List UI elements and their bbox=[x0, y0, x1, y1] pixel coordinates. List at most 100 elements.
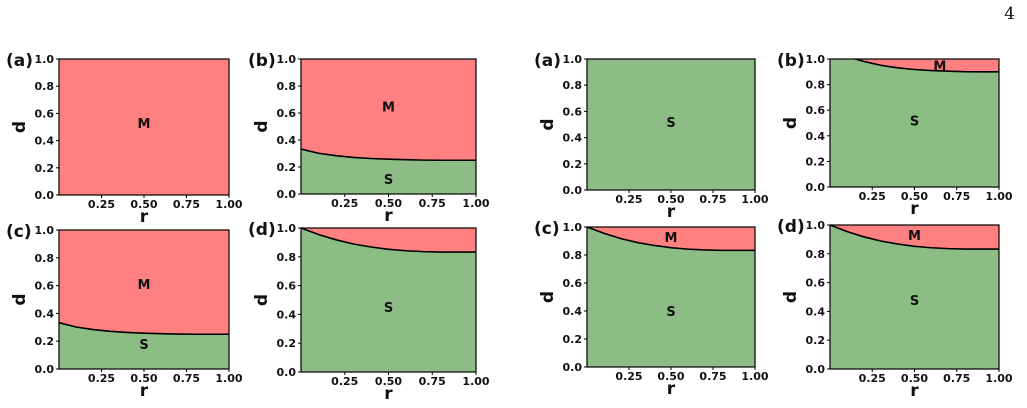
y-axis-label: d bbox=[781, 117, 801, 129]
region-label-s: S bbox=[910, 114, 919, 129]
y-axis-label: d bbox=[252, 294, 272, 306]
page-number: 4 bbox=[1004, 4, 1015, 24]
x-tick-label: 0.25 bbox=[88, 372, 115, 385]
chart-panel-right-a: 0.25 0.50 0.75 1.00 0.0 0.2 0.4 0.6 0.8 1.0 r d (a) S bbox=[534, 51, 769, 222]
x-tick-label: 0.75 bbox=[419, 375, 446, 388]
y-tick-label: 0.2 bbox=[806, 334, 826, 347]
x-tick-label: 0.50 bbox=[901, 372, 928, 385]
y-tick-label: 0.2 bbox=[35, 335, 55, 348]
panel-label: (b) bbox=[777, 51, 805, 71]
region-label-s: S bbox=[139, 338, 148, 353]
region-s bbox=[587, 227, 755, 367]
y-tick-label: 1.0 bbox=[563, 221, 583, 234]
y-axis-label: d bbox=[781, 291, 801, 303]
x-tick-label: 0.75 bbox=[699, 370, 726, 383]
y-tick-label: 0.0 bbox=[806, 363, 826, 376]
x-axis-label: r bbox=[910, 381, 919, 401]
y-tick-label: 0.0 bbox=[277, 188, 297, 201]
region-s bbox=[830, 225, 999, 369]
phase-boundary-line bbox=[300, 148, 476, 162]
chart-panel-left-a: 0.25 0.50 0.75 1.00 0.0 0.2 0.4 0.6 0.8 1.0 r d (a) M bbox=[6, 51, 243, 227]
region-m bbox=[301, 228, 476, 253]
y-tick-label: 0.0 bbox=[563, 361, 583, 374]
y-tick-label: 0.4 bbox=[277, 134, 297, 147]
y-tick-label: 0.4 bbox=[806, 305, 826, 318]
y-tick-label: 0.2 bbox=[277, 161, 297, 174]
y-tick-label: 0.4 bbox=[35, 307, 55, 320]
x-axis-label: r bbox=[384, 206, 393, 226]
panel-label: (d) bbox=[777, 217, 805, 237]
y-tick-label: 0.2 bbox=[806, 155, 826, 168]
region-s bbox=[830, 59, 999, 187]
x-axis-label: r bbox=[384, 384, 393, 404]
x-tick-label: 0.75 bbox=[173, 372, 200, 385]
region-label-m: M bbox=[665, 231, 678, 246]
x-tick-label: 1.00 bbox=[985, 190, 1012, 203]
chart-panel-right-b: 0.25 0.50 0.75 1.00 0.0 0.2 0.4 0.6 0.8 1.0 r d (b) M… bbox=[777, 51, 1013, 219]
x-tick-label: 0.25 bbox=[615, 193, 642, 206]
x-tick-label: 0.25 bbox=[88, 198, 115, 211]
phase-boundary-line bbox=[829, 224, 999, 250]
y-tick-label: 0.4 bbox=[806, 130, 826, 143]
region-m bbox=[830, 59, 999, 72]
y-tick-label: 0.0 bbox=[35, 363, 55, 376]
y-tick-label: 0.8 bbox=[806, 248, 826, 261]
panel-label: (d) bbox=[248, 220, 276, 240]
y-axis-label: d bbox=[10, 293, 30, 305]
y-tick-label: 0.4 bbox=[277, 308, 297, 321]
phase-boundary-line bbox=[300, 227, 476, 253]
region-m bbox=[830, 225, 999, 250]
region-m bbox=[59, 230, 229, 335]
y-tick-label: 0.4 bbox=[35, 135, 55, 148]
x-tick-label: 0.25 bbox=[615, 370, 642, 383]
y-tick-label: 0.4 bbox=[563, 132, 583, 145]
panel-label: (a) bbox=[534, 51, 561, 71]
y-tick-label: 0.2 bbox=[35, 162, 55, 175]
x-tick-label: 0.25 bbox=[331, 375, 358, 388]
chart-panel-right-d: 0.25 0.50 0.75 1.00 0.0 0.2 0.4 0.6 0.8 1.0 r d (d) M… bbox=[777, 217, 1013, 401]
region-label-m: M bbox=[908, 229, 921, 244]
x-tick-label: 0.50 bbox=[375, 375, 402, 388]
x-tick-label: 0.75 bbox=[943, 190, 970, 203]
panel-label: (b) bbox=[248, 51, 276, 71]
chart-panel-left-c: 0.25 0.50 0.75 1.00 0.0 0.2 0.4 0.6 0.8 1.0 r d (c) M… bbox=[6, 222, 243, 401]
x-tick-label: 0.50 bbox=[375, 197, 402, 210]
y-tick-label: 1.0 bbox=[35, 53, 55, 66]
y-tick-label: 0.0 bbox=[277, 366, 297, 379]
region-m bbox=[587, 227, 755, 251]
region-label-m: M bbox=[138, 278, 151, 293]
y-tick-label: 0.2 bbox=[563, 333, 583, 346]
region-label-s: S bbox=[384, 301, 393, 316]
y-tick-label: 0.0 bbox=[563, 184, 583, 197]
phase-boundary-line bbox=[586, 226, 755, 252]
y-tick-label: 0.4 bbox=[563, 305, 583, 318]
panel-label: (c) bbox=[6, 222, 32, 242]
x-tick-label: 0.75 bbox=[699, 193, 726, 206]
region-label-m: M bbox=[138, 117, 151, 132]
y-tick-label: 1.0 bbox=[563, 53, 583, 66]
phase-boundary-line bbox=[855, 58, 999, 73]
x-axis-label: r bbox=[667, 202, 676, 222]
y-axis-label: d bbox=[252, 120, 272, 132]
region-label-s: S bbox=[384, 173, 393, 188]
region-s bbox=[301, 228, 476, 372]
region-label-m: M bbox=[933, 59, 946, 74]
x-tick-label: 0.75 bbox=[173, 198, 200, 211]
y-axis-label: d bbox=[538, 118, 558, 130]
region-label-s: S bbox=[666, 305, 675, 320]
x-axis-label: r bbox=[140, 207, 149, 227]
y-tick-label: 0.6 bbox=[563, 105, 583, 118]
region-label-m: M bbox=[382, 100, 395, 115]
chart-panel-right-c: 0.25 0.50 0.75 1.00 0.0 0.2 0.4 0.6 0.8 1.0 r d (c) M… bbox=[534, 219, 769, 399]
y-axis-label: d bbox=[10, 121, 30, 133]
y-tick-label: 0.8 bbox=[563, 79, 583, 92]
region-label-s: S bbox=[666, 116, 675, 131]
region-m bbox=[59, 59, 229, 195]
x-tick-label: 0.25 bbox=[859, 190, 886, 203]
y-tick-label: 0.6 bbox=[563, 277, 583, 290]
y-tick-label: 0.6 bbox=[277, 280, 297, 293]
x-axis-label: r bbox=[910, 199, 919, 219]
y-tick-label: 0.6 bbox=[35, 107, 55, 120]
y-tick-label: 0.2 bbox=[277, 337, 297, 350]
